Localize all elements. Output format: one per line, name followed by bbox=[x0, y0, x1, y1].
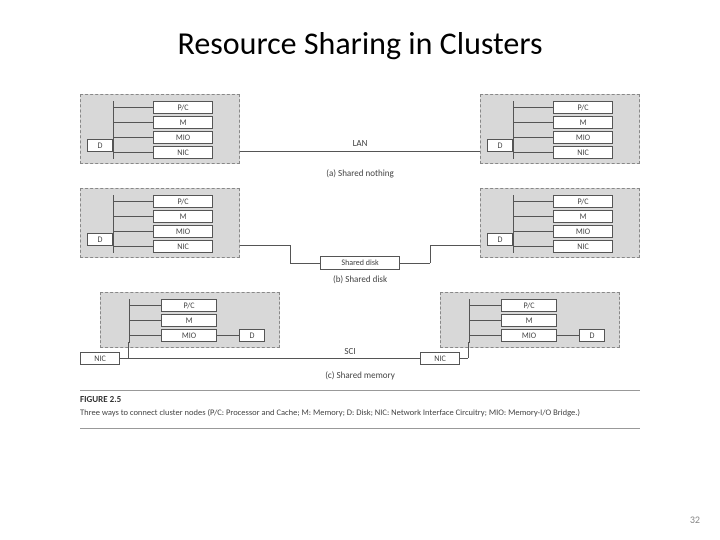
box-pc: P/C bbox=[553, 101, 613, 114]
interconnect-label-c: SCI bbox=[320, 346, 380, 357]
box-nic-left: NIC bbox=[80, 352, 120, 365]
box-nic: NIC bbox=[553, 146, 613, 159]
box-m: M bbox=[553, 210, 613, 223]
box-nic: NIC bbox=[153, 240, 213, 253]
box-pc: P/C bbox=[153, 195, 213, 208]
panel-a: P/C M MIO NIC D P/C M MIO NIC D LAN (a) … bbox=[80, 94, 640, 184]
box-mio: MIO bbox=[153, 131, 213, 144]
node-right-c: P/C M MIO D bbox=[440, 292, 620, 348]
figure-label: FIGURE 2.5 bbox=[80, 394, 640, 405]
page-number: 32 bbox=[690, 513, 700, 526]
box-mio: MIO bbox=[153, 225, 213, 238]
slide-title: Resource Sharing in Clusters bbox=[0, 24, 720, 63]
box-mio: MIO bbox=[161, 329, 217, 342]
box-mio: MIO bbox=[501, 329, 557, 342]
box-d: D bbox=[487, 139, 513, 152]
box-m: M bbox=[161, 314, 217, 327]
box-pc: P/C bbox=[153, 101, 213, 114]
node-left-b: P/C M MIO NIC D bbox=[80, 188, 240, 258]
panel-b: P/C M MIO NIC D P/C M MIO NIC D Shared d… bbox=[80, 188, 640, 288]
figure-container: P/C M MIO NIC D P/C M MIO NIC D LAN (a) … bbox=[80, 94, 640, 386]
box-d: D bbox=[87, 139, 113, 152]
figure-rule-bottom bbox=[80, 428, 640, 429]
node-left-a: P/C M MIO NIC D bbox=[80, 94, 240, 164]
caption-c: (c) Shared memory bbox=[80, 370, 640, 381]
box-m: M bbox=[501, 314, 557, 327]
box-pc: P/C bbox=[501, 299, 557, 312]
box-d-right: D bbox=[239, 329, 265, 342]
caption-b: (b) Shared disk bbox=[80, 274, 640, 285]
box-m: M bbox=[153, 116, 213, 129]
figure-description: Three ways to connect cluster nodes (P/C… bbox=[80, 408, 580, 418]
interconnect-box-b: Shared disk bbox=[320, 256, 400, 270]
connector-a bbox=[240, 151, 480, 152]
caption-a: (a) Shared nothing bbox=[80, 168, 640, 179]
box-nic: NIC bbox=[153, 146, 213, 159]
box-d: D bbox=[487, 233, 513, 246]
box-m: M bbox=[153, 210, 213, 223]
box-m: M bbox=[553, 116, 613, 129]
node-right-a: P/C M MIO NIC D bbox=[480, 94, 640, 164]
connector-c bbox=[120, 358, 420, 359]
box-mio: MIO bbox=[553, 225, 613, 238]
box-nic-right: NIC bbox=[420, 352, 460, 365]
panel-c: P/C M MIO D NIC P/C M MIO D NIC SCI (c) … bbox=[80, 292, 640, 382]
box-mio: MIO bbox=[553, 131, 613, 144]
node-right-b: P/C M MIO NIC D bbox=[480, 188, 640, 258]
figure-caption: FIGURE 2.5 Three ways to connect cluster… bbox=[80, 394, 640, 419]
node-left-c: P/C M MIO D bbox=[100, 292, 280, 348]
figure-rule bbox=[80, 390, 640, 391]
interconnect-label-a: LAN bbox=[320, 138, 400, 149]
box-d: D bbox=[87, 233, 113, 246]
box-nic: NIC bbox=[553, 240, 613, 253]
box-d-right: D bbox=[579, 329, 605, 342]
box-pc: P/C bbox=[161, 299, 217, 312]
box-pc: P/C bbox=[553, 195, 613, 208]
